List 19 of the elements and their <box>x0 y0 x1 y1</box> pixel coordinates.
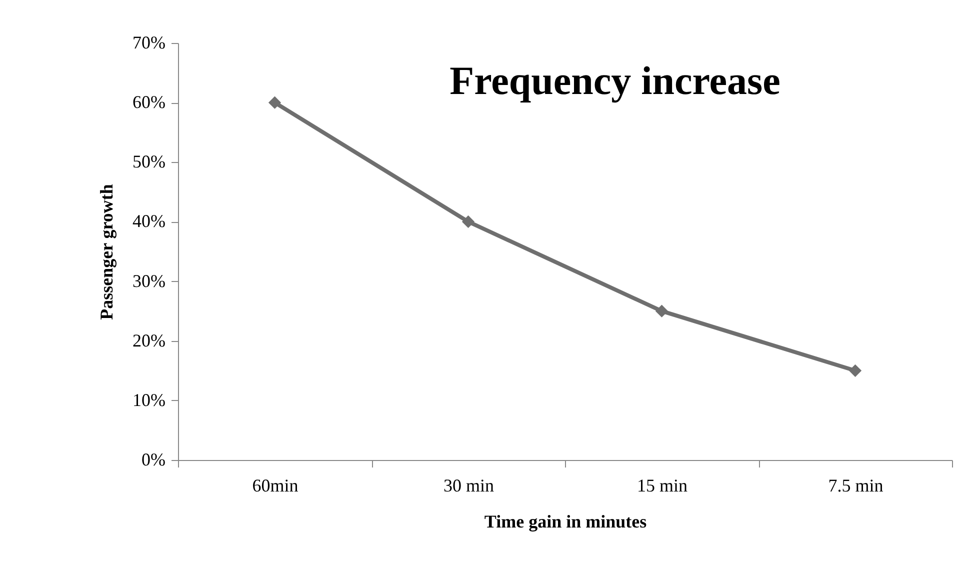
x-tick-label: 7.5 min <box>828 476 884 496</box>
point <box>268 96 282 109</box>
x-axis-title: Time gain in minutes <box>484 512 647 532</box>
y-axis-title: Passenger growth <box>96 184 117 320</box>
y-tick-label: 0% <box>142 450 166 470</box>
x-tick-label: 15 min <box>636 476 688 496</box>
chart-title: Frequency increase <box>450 58 780 103</box>
y-tick-label: 20% <box>132 330 166 350</box>
y-tick-label: 30% <box>132 270 166 291</box>
point <box>462 215 475 228</box>
x-tick-label: 60min <box>252 476 298 496</box>
y-tick-label: 50% <box>132 152 166 172</box>
y-tick-label: 60% <box>132 92 166 112</box>
point <box>655 304 668 318</box>
point <box>848 364 862 377</box>
y-tick-label: 70% <box>132 32 166 52</box>
y-tick-label: 40% <box>132 211 166 232</box>
x-tick-label: 30 min <box>443 476 494 496</box>
y-tick-label: 10% <box>132 390 166 410</box>
